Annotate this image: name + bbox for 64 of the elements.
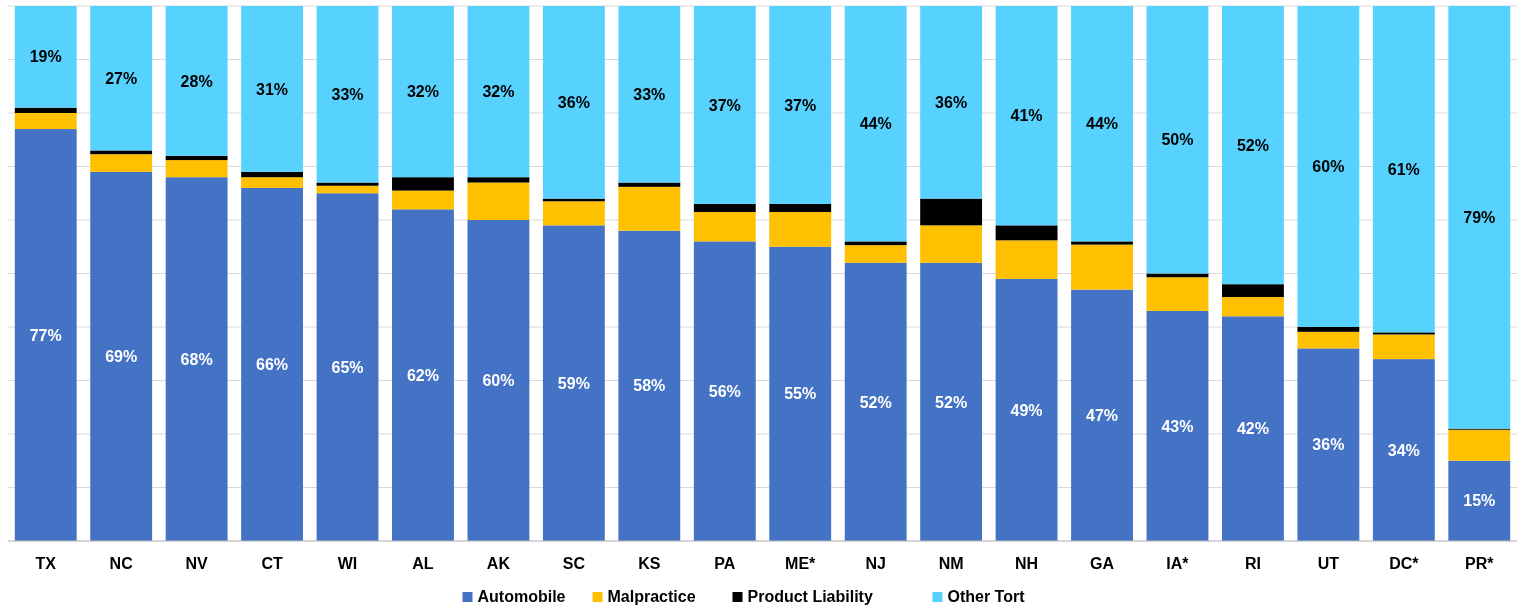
data-label: 41% — [1010, 107, 1043, 125]
data-label: 69% — [105, 348, 138, 366]
data-label: 44% — [859, 115, 892, 133]
x-tick-label: NC — [109, 555, 134, 572]
data-label: 36% — [1312, 436, 1345, 454]
data-label: 32% — [482, 83, 515, 101]
data-label: 52% — [1236, 136, 1269, 154]
x-tick-label: GA — [1090, 555, 1115, 572]
data-label: 31% — [256, 80, 289, 98]
x-tick-label: WI — [337, 555, 358, 572]
data-label: 34% — [1387, 441, 1420, 459]
x-tick-label: NH — [1015, 555, 1039, 572]
x-tick-label: NM — [938, 555, 964, 572]
data-label: 60% — [1312, 158, 1345, 176]
x-tick-label: NV — [185, 555, 209, 572]
data-label: 52% — [859, 393, 892, 411]
data-label: 36% — [557, 93, 590, 111]
data-label: 62% — [406, 366, 439, 384]
data-label: 27% — [105, 69, 138, 87]
x-tick-label: PA — [714, 555, 736, 572]
x-tick-label: IA* — [1166, 555, 1190, 572]
x-tick-label: DC* — [1389, 555, 1420, 572]
data-label: 36% — [935, 93, 968, 111]
data-label: 15% — [1463, 492, 1496, 510]
data-label: 77% — [29, 326, 62, 344]
data-label: 55% — [784, 385, 817, 403]
data-label: 66% — [256, 356, 289, 374]
data-label: 47% — [1086, 406, 1119, 424]
x-tick-label: PR* — [1465, 555, 1495, 572]
legend-label: Automobile — [477, 588, 566, 605]
data-label: 65% — [331, 358, 364, 376]
x-tick-label: RI — [1244, 555, 1261, 572]
data-label: 49% — [1010, 401, 1043, 419]
data-label: 61% — [1387, 160, 1420, 178]
data-label: 58% — [633, 377, 666, 395]
data-label: 19% — [29, 48, 62, 66]
data-label: 42% — [1236, 420, 1269, 438]
data-label: 37% — [708, 96, 741, 114]
x-tick-label: UT — [1317, 555, 1340, 572]
legend-label: Product Liability — [747, 588, 873, 605]
data-label: 37% — [784, 96, 817, 114]
x-tick-label: ME* — [785, 555, 817, 572]
legend-label: Other Tort — [947, 588, 1026, 605]
x-tick-label: TX — [35, 555, 57, 572]
legend-label: Malpractice — [607, 588, 696, 605]
data-label: 52% — [935, 393, 968, 411]
data-label: 50% — [1161, 131, 1194, 149]
data-label: 60% — [482, 372, 515, 390]
x-tick-label: SC — [562, 555, 586, 572]
data-label: 44% — [1086, 115, 1119, 133]
data-label: 43% — [1161, 417, 1194, 435]
data-label: 79% — [1463, 208, 1496, 226]
data-label: 33% — [331, 85, 364, 103]
data-label: 68% — [180, 350, 213, 368]
data-label: 33% — [633, 85, 666, 103]
data-label: 56% — [708, 382, 741, 400]
x-tick-label: AK — [486, 555, 511, 572]
x-tick-label: CT — [261, 555, 283, 572]
data-label: 59% — [557, 374, 590, 392]
data-label: 32% — [406, 83, 439, 101]
x-tick-label: NJ — [865, 555, 886, 572]
x-tick-label: AL — [412, 555, 434, 572]
x-tick-label: KS — [638, 555, 661, 572]
data-label: 28% — [180, 72, 213, 90]
